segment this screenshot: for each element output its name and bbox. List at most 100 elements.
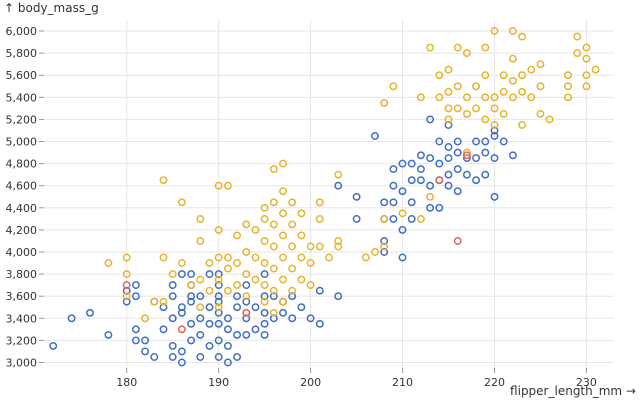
data-point: [325, 253, 333, 262]
data-point: [453, 137, 462, 146]
data-point: [260, 308, 269, 317]
data-point: [582, 54, 591, 63]
data-point: [104, 259, 113, 267]
data-point: [407, 198, 416, 207]
data-point: [288, 198, 297, 207]
data-point: [269, 165, 278, 174]
data-point: [242, 220, 251, 229]
data-point: [223, 181, 232, 190]
data-point: [508, 27, 517, 35]
data-point: [242, 308, 251, 317]
data-point: [288, 314, 297, 323]
data-point: [435, 203, 444, 212]
data-point: [334, 181, 343, 190]
data-point: [177, 198, 186, 207]
data-point: [260, 297, 269, 306]
data-point: [196, 214, 205, 223]
data-point: [205, 286, 214, 295]
data-point: [159, 253, 168, 262]
data-point: [508, 76, 517, 85]
data-point: [205, 259, 214, 267]
data-point: [150, 353, 159, 361]
data-point: [582, 43, 591, 52]
data-point: [490, 154, 499, 163]
data-point: [407, 159, 416, 168]
data-point: [453, 148, 462, 157]
data-point: [214, 281, 223, 290]
data-point: [407, 176, 416, 185]
data-point: [380, 237, 389, 245]
data-point: [223, 286, 232, 295]
data-point: [233, 231, 242, 240]
data-point: [518, 121, 527, 129]
data-point: [288, 220, 297, 229]
data-point: [131, 336, 140, 345]
data-point: [426, 203, 435, 212]
data-point: [233, 259, 242, 267]
data-point: [233, 292, 242, 301]
data-point: [269, 264, 278, 273]
data-point: [334, 237, 343, 245]
data-point: [49, 341, 58, 350]
data-point: [545, 115, 554, 124]
y-tick-label: 5,000: [6, 136, 38, 149]
data-point: [334, 242, 343, 251]
data-point: [315, 198, 324, 207]
data-point: [426, 154, 435, 163]
data-point: [453, 237, 462, 245]
data-point: [269, 314, 278, 323]
data-point: [453, 43, 462, 52]
data-point: [214, 270, 223, 279]
data-point: [279, 231, 287, 240]
data-point: [122, 281, 131, 290]
data-point: [582, 71, 591, 80]
data-point: [389, 214, 398, 223]
data-point: [435, 159, 444, 168]
data-point: [462, 154, 471, 163]
data-point: [462, 109, 471, 118]
data-point: [444, 154, 453, 163]
data-point: [398, 209, 407, 218]
x-tick-label: 220: [484, 376, 505, 389]
data-point: [573, 49, 582, 58]
data-point: [315, 286, 324, 295]
data-point: [131, 325, 140, 334]
data-point: [168, 353, 177, 361]
data-point: [242, 314, 251, 323]
data-point: [444, 115, 453, 124]
data-point: [481, 137, 490, 146]
data-point: [131, 292, 140, 301]
data-point: [159, 303, 168, 312]
data-point: [205, 341, 214, 350]
data-point: [242, 297, 251, 306]
data-point: [481, 115, 490, 124]
data-point: [297, 253, 306, 262]
data-point: [260, 270, 269, 279]
data-point: [334, 292, 343, 301]
data-point: [462, 148, 471, 157]
data-point: [481, 148, 490, 157]
data-point: [205, 319, 214, 328]
data-point: [499, 87, 508, 96]
data-point: [564, 71, 572, 80]
data-point: [279, 209, 287, 218]
data-point: [251, 303, 260, 312]
data-point: [260, 259, 269, 267]
data-point: [361, 253, 370, 262]
data-point: [288, 242, 297, 251]
data-point: [380, 214, 389, 223]
data-point: [269, 198, 278, 207]
data-point: [214, 308, 223, 317]
data-point: [472, 137, 481, 146]
axes: 3,000 3,200 3,400 3,600 3,800 4,000 4,200 4,400…: [6, 25, 597, 389]
y-tick-label: 3,400: [6, 312, 38, 325]
data-point: [490, 132, 499, 140]
data-point: [260, 281, 269, 290]
x-tick-label: 230: [576, 376, 597, 389]
data-point: [453, 82, 462, 91]
data-point: [398, 225, 407, 234]
data-point: [279, 308, 287, 317]
data-point: [233, 330, 242, 339]
data-point: [187, 297, 196, 306]
